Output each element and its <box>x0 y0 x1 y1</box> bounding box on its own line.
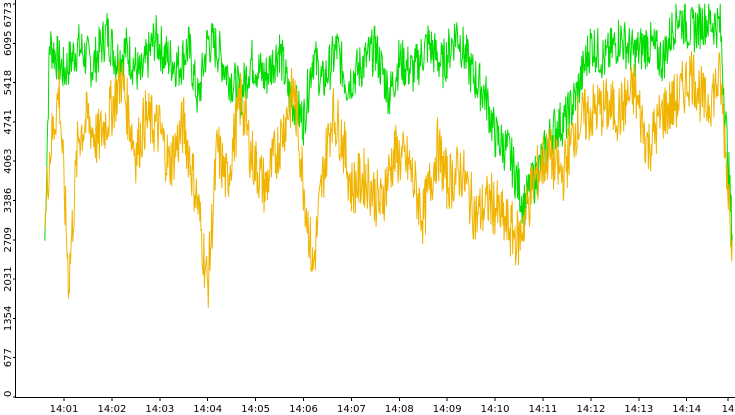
y-tick-label: 5418 <box>3 70 14 95</box>
x-tick-label: 14:02 <box>97 404 126 415</box>
x-tick-label: 14:09 <box>433 404 462 415</box>
x-tick-label: 14:04 <box>193 404 222 415</box>
x-tick-label: 14:14 <box>672 404 701 415</box>
y-tick-label: 2031 <box>3 266 14 291</box>
x-tick-label: 14 <box>722 404 735 415</box>
y-tick-label: 1354 <box>3 306 14 331</box>
x-tick-label: 14:13 <box>624 404 653 415</box>
x-tick-label: 14:10 <box>481 404 510 415</box>
x-tick-label: 14:07 <box>337 404 366 415</box>
axes-layer <box>15 0 735 398</box>
y-tick-label: 4063 <box>3 148 14 173</box>
x-tick-label: 14:01 <box>50 404 79 415</box>
series-line-2 <box>44 50 733 308</box>
y-tick-label: 677 <box>3 348 14 367</box>
y-tick-label: 6095 <box>3 31 14 56</box>
y-tick-label: 3386 <box>3 188 14 213</box>
x-tick-label: 14:03 <box>145 404 174 415</box>
y-tick-layer: 0 677 1354 2031 2709 3386 4063 4741 5418 6095 6773 <box>3 2 16 398</box>
x-tick-label: 14:06 <box>289 404 318 415</box>
x-tick-label: 14:12 <box>576 404 605 415</box>
x-tick-label: 14:08 <box>385 404 414 415</box>
y-tick-label: 0 <box>3 391 14 397</box>
series-line-1 <box>44 3 733 251</box>
y-tick-label: 4741 <box>3 109 14 134</box>
y-tick-label: 2709 <box>3 227 14 252</box>
x-tick-layer: 14:01 14:02 14:03 14:04 14:05 14:06 14:07 14:08… <box>50 397 735 415</box>
x-tick-label: 14:05 <box>241 404 270 415</box>
y-tick-label: 6773 <box>3 2 14 27</box>
series-layer <box>44 3 733 308</box>
x-tick-label: 14:11 <box>529 404 558 415</box>
